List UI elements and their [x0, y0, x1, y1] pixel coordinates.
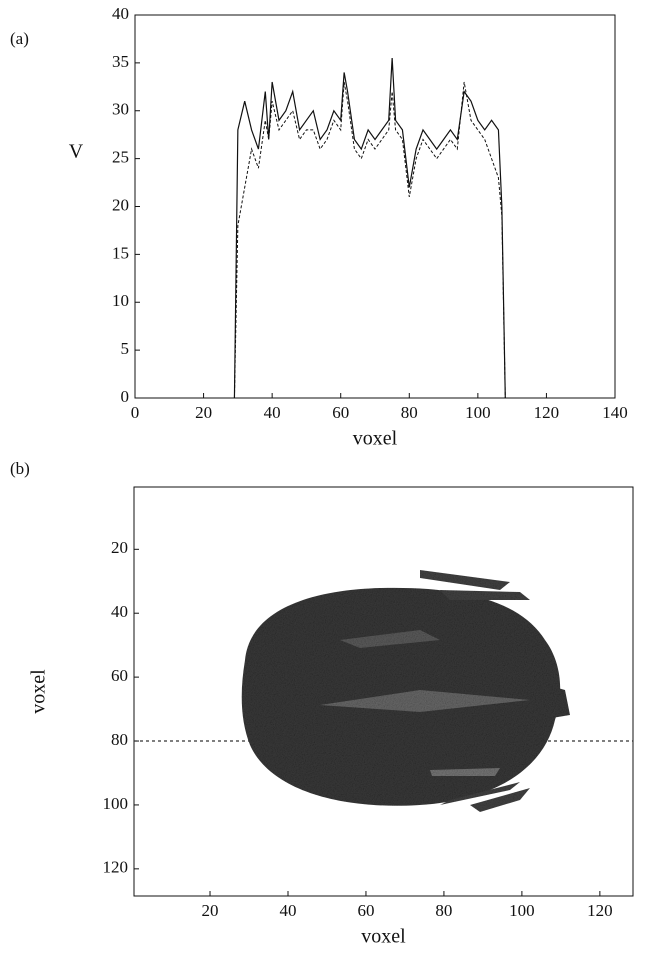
y-tick-label: 35 — [112, 52, 129, 71]
x-tick-label: 100 — [509, 901, 535, 920]
y-tick-label: 40 — [111, 602, 128, 621]
x-tick-label: 80 — [435, 901, 452, 920]
panel-label: (b) — [10, 459, 30, 478]
y-tick-label: 60 — [111, 666, 128, 685]
y-tick-label: 0 — [121, 387, 130, 406]
y-tick-label: 5 — [121, 339, 130, 358]
y-tick-label: 20 — [112, 195, 129, 214]
x-tick-label: 120 — [587, 901, 613, 920]
line-series — [233, 58, 506, 399]
image-blob — [241, 570, 570, 812]
panel-label: (a) — [10, 29, 29, 48]
axes-box — [134, 14, 616, 399]
x-tick-label: 0 — [131, 403, 140, 422]
line-series — [233, 81, 506, 399]
x-tick-label: 20 — [195, 403, 212, 422]
x-tick-label: 20 — [202, 901, 219, 920]
y-tick-label: 20 — [111, 538, 128, 557]
axes-box — [133, 486, 634, 897]
x-tick-label: 60 — [357, 901, 374, 920]
y-tick-label: 10 — [112, 291, 129, 310]
y-tick-label: 100 — [103, 794, 129, 813]
x-tick-label: 100 — [465, 403, 491, 422]
x-tick-label: 60 — [332, 403, 349, 422]
x-tick-label: 40 — [264, 403, 281, 422]
y-tick-label: 120 — [103, 858, 129, 877]
y-tick-label: 80 — [111, 730, 128, 749]
y-tick-label: 25 — [112, 148, 129, 167]
x-tick-label: 140 — [602, 403, 628, 422]
y-axis-label: V — [69, 141, 84, 163]
y-tick-label: 40 — [112, 4, 129, 23]
y-tick-label: 30 — [112, 100, 129, 119]
x-tick-label: 40 — [279, 901, 296, 920]
x-tick-label: 120 — [534, 403, 560, 422]
y-tick-label: 15 — [112, 243, 129, 262]
x-axis-label: voxel — [353, 428, 398, 450]
y-axis-label: voxel — [28, 669, 50, 714]
x-tick-label: 80 — [401, 403, 418, 422]
x-axis-label: voxel — [361, 926, 406, 948]
